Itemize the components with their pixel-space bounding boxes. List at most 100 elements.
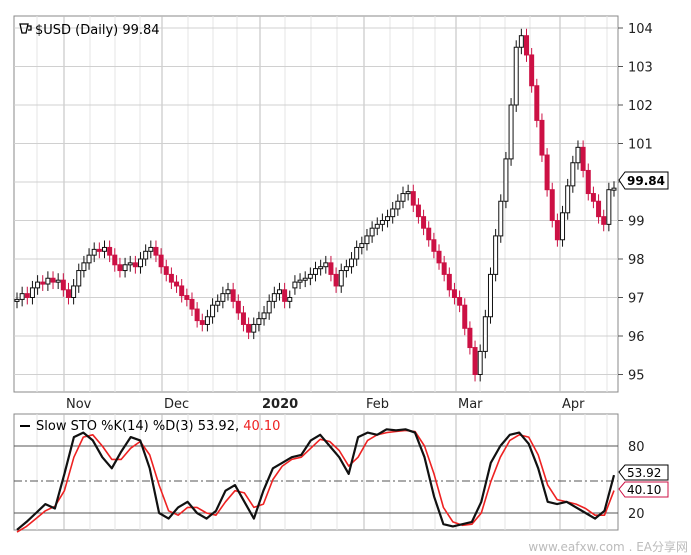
candle-body [45, 277, 51, 285]
candle-body [256, 318, 262, 325]
candle-body [410, 191, 416, 206]
price-y-tick-label: 98 [628, 253, 645, 268]
candle-body [421, 216, 427, 229]
candle-body [451, 289, 457, 298]
candle-body [596, 200, 602, 218]
candle-body [462, 304, 468, 329]
candle-body [225, 289, 231, 295]
candle-body [210, 304, 216, 318]
candle-body [307, 273, 313, 279]
candle-body [107, 246, 113, 256]
candle-body [138, 258, 144, 268]
candle-body [35, 281, 41, 289]
candle-body [570, 162, 576, 187]
candle-body [575, 146, 581, 164]
price-x-tick-label: Apr [562, 397, 585, 412]
candle-body [96, 248, 102, 252]
candle-body [405, 191, 411, 195]
last-price-badge-text: 99.84 [627, 174, 665, 188]
candle-body [328, 262, 334, 275]
candle-body [158, 254, 164, 268]
candle-body [472, 347, 478, 375]
candle-body [611, 187, 617, 191]
candle-body [415, 204, 421, 218]
candle-body [24, 293, 30, 298]
candle-body [174, 281, 180, 287]
candle-body [518, 35, 524, 48]
k-badge: 53.92 [618, 464, 669, 481]
candle-body [498, 200, 504, 237]
price-title: $USD (Daily) 99.84 [35, 23, 160, 38]
candle-body [565, 185, 571, 214]
candle-body [436, 250, 442, 264]
candle-body [508, 104, 514, 160]
candle-body [122, 264, 128, 272]
candle-body [343, 266, 349, 272]
candle-body [364, 235, 370, 245]
candle-body [143, 250, 149, 260]
candle-body [246, 323, 252, 333]
price-y-tick-label: 96 [628, 330, 645, 345]
candle-body [323, 262, 329, 268]
candle-body [477, 350, 483, 375]
price-y-tick-label: 99 [628, 215, 645, 230]
candle-body [354, 246, 360, 260]
price-y-tick-label: 104 [628, 22, 653, 37]
candle-body [374, 223, 380, 229]
price-y-tick-label: 103 [628, 61, 653, 76]
price-x-tick-label: Dec [164, 397, 189, 412]
candle-body [426, 227, 432, 241]
candle-body [400, 193, 406, 202]
candle-body [163, 266, 169, 275]
candle-body [71, 285, 77, 299]
candle-body [313, 268, 318, 275]
candle-body [446, 273, 452, 291]
candle-body [86, 254, 92, 264]
candle-body [184, 295, 190, 300]
candle-body [560, 212, 566, 241]
candle-body [333, 273, 339, 287]
watermark: www.eafxw.com . EA分享网 [528, 539, 688, 554]
candle-body [40, 281, 46, 285]
candle-body [539, 119, 545, 156]
candle-body [117, 264, 123, 272]
candle-body [204, 316, 210, 325]
candle-body [132, 262, 138, 268]
candle-body [168, 273, 174, 283]
candle-body [261, 312, 267, 320]
candle-body [148, 246, 154, 252]
candle-body [14, 298, 20, 302]
cup-icon [19, 23, 32, 34]
candle-body [60, 279, 66, 291]
candle-body [385, 216, 391, 221]
stoch-lines [16, 428, 616, 533]
candle-body [513, 46, 519, 106]
candle-body [431, 239, 437, 252]
candle-body [467, 327, 473, 349]
stoch-k-line [16, 428, 616, 531]
candle-body [276, 289, 282, 295]
candle-body [199, 320, 205, 325]
stoch-y-axis: 80 20 [628, 440, 645, 522]
candle-body [482, 316, 488, 352]
candle-body [112, 254, 118, 266]
k-badge-text: 53.92 [627, 466, 661, 480]
price-x-tick-label: Nov [66, 397, 92, 412]
candle-body [379, 220, 385, 225]
d-badge: 40.10 [618, 481, 669, 498]
stoch-y-tick-label: 80 [628, 440, 645, 455]
candle-body [529, 54, 535, 87]
candle-body [230, 289, 236, 302]
price-x-axis: Nov Dec 2020 Feb Mar Apr [66, 397, 585, 412]
candle-body [194, 308, 200, 322]
candle-body [349, 258, 355, 268]
d-badge-text: 40.10 [627, 483, 661, 497]
candle-body [287, 297, 293, 302]
stoch-title-prefix: Slow STO %K(14) %D(3) 53.92, [36, 419, 239, 434]
last-price-badge: 99.84 [618, 171, 669, 190]
candle-body [503, 158, 509, 202]
candle-body [81, 262, 87, 272]
price-grid [14, 16, 618, 392]
price-candles [14, 28, 617, 382]
price-y-axis: 1041031021019998979695100 [618, 22, 653, 384]
